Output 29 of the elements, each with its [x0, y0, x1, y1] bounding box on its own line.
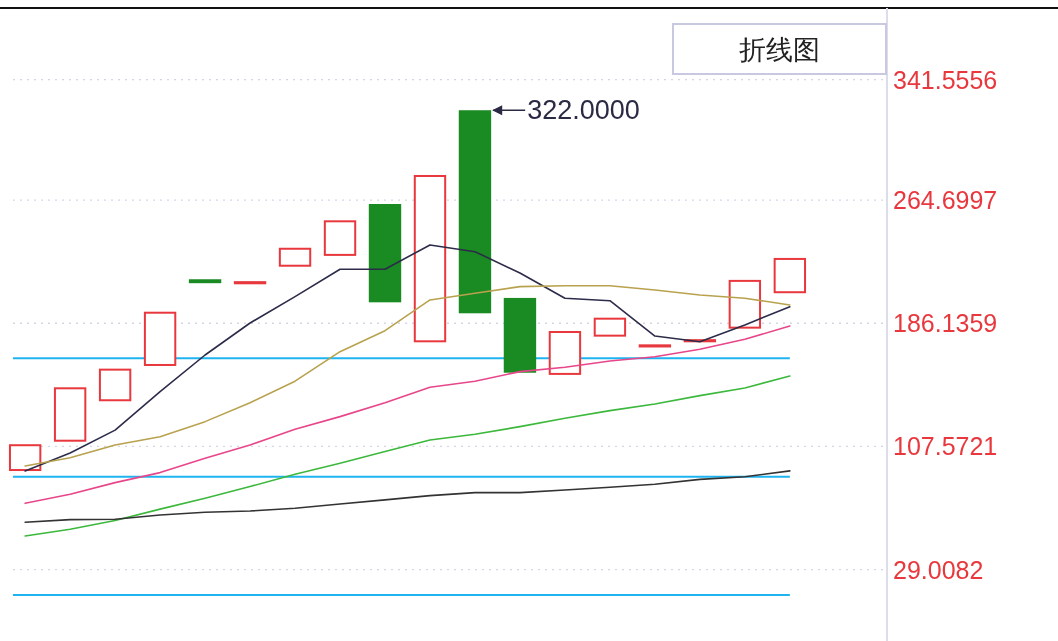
- candlestick: [278, 247, 312, 267]
- candlestick: [8, 444, 42, 472]
- candlestick: [368, 204, 402, 303]
- candlestick: [143, 311, 177, 366]
- annotation: 折线图: [738, 35, 820, 65]
- line-series: [24, 325, 791, 505]
- annotation: 322.0000: [527, 95, 640, 126]
- line-series: [24, 375, 791, 537]
- candlestick: [728, 279, 762, 329]
- candlestick: [458, 110, 492, 314]
- candlestick: [773, 257, 807, 294]
- y-tick-label: 107.5721: [893, 432, 998, 461]
- y-tick-label: 264.6997: [893, 186, 998, 215]
- y-tick-label: 29.0082: [893, 555, 984, 584]
- line-series: [24, 244, 791, 472]
- line-series: [24, 470, 791, 524]
- candlestick: [323, 220, 357, 256]
- y-tick-label: 186.1359: [893, 309, 998, 338]
- candlestick: [638, 344, 672, 348]
- candlestick: [503, 297, 537, 373]
- y-tick-label: 341.5556: [893, 65, 998, 94]
- candlestick: [188, 279, 222, 284]
- candlestick: [53, 387, 87, 442]
- candlestick: [413, 174, 447, 343]
- candlestick: [233, 281, 267, 285]
- candlestick: [98, 368, 132, 402]
- candlestick: [548, 331, 582, 375]
- line-series: [24, 284, 791, 467]
- candlestick: [593, 317, 627, 337]
